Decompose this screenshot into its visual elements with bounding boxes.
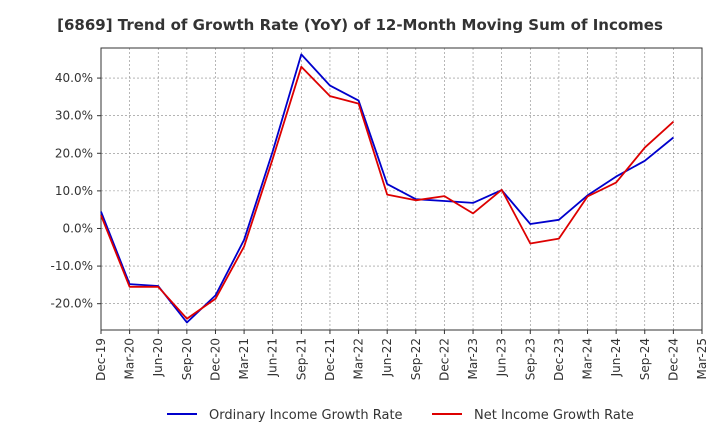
y-tick-label: 0.0% [63, 221, 94, 235]
x-tick-label: Jun-23 [495, 338, 509, 377]
legend-label-1: Ordinary Income Growth Rate [209, 408, 403, 423]
y-tick-label: -10.0% [51, 259, 93, 273]
y-tick-label: 30.0% [55, 109, 93, 123]
x-tick-label: Jun-22 [380, 338, 394, 377]
chart-title: [6869] Trend of Growth Rate (YoY) of 12-… [57, 16, 663, 34]
x-tick-label: Sep-20 [180, 338, 194, 380]
x-tick-label: Sep-23 [523, 338, 537, 380]
x-tick-label: Mar-22 [352, 338, 366, 379]
x-tick-label: Jun-24 [609, 338, 623, 377]
x-tick-label: Jun-20 [151, 338, 165, 377]
x-axis: Dec-19 Mar-20 Jun-20 Sep-20 Dec-20 Mar-21 Jun-… [94, 330, 709, 381]
x-tick-label: Dec-23 [552, 338, 566, 381]
plot-area [100, 47, 703, 331]
series-line-1 [100, 53, 674, 324]
x-tick-label: Mar-25 [695, 338, 709, 379]
x-tick-label: Dec-21 [323, 338, 337, 381]
series-line-2 [100, 65, 675, 320]
legend: Ordinary Income Growth Rate Net Income Gr… [167, 408, 634, 423]
legend-label-2: Net Income Growth Rate [474, 408, 634, 423]
x-tick-label: Sep-21 [294, 338, 308, 380]
y-tick-label: 40.0% [55, 71, 93, 85]
x-tick-label: Mar-23 [466, 338, 480, 379]
x-tick-label: Jun-21 [266, 338, 280, 377]
y-tick-label: 20.0% [55, 146, 93, 160]
x-tick-label: Dec-19 [94, 338, 108, 381]
x-tick-label: Dec-22 [437, 338, 451, 381]
x-tick-label: Mar-20 [123, 338, 137, 379]
x-tick-label: Mar-21 [237, 338, 251, 379]
y-tick-label: 10.0% [55, 184, 93, 198]
series-lines [100, 53, 675, 324]
grid-lines [100, 48, 703, 330]
y-axis: -20.0% -10.0% 0.0% 10.0% 20.0% 30.0% 40.0% [51, 71, 101, 311]
x-tick-label: Sep-24 [638, 338, 652, 380]
x-tick-label: Dec-24 [666, 338, 680, 381]
x-tick-label: Sep-22 [409, 338, 423, 380]
x-tick-label: Dec-20 [208, 338, 222, 381]
y-tick-label: -20.0% [51, 297, 93, 311]
x-tick-label: Mar-24 [581, 338, 595, 379]
